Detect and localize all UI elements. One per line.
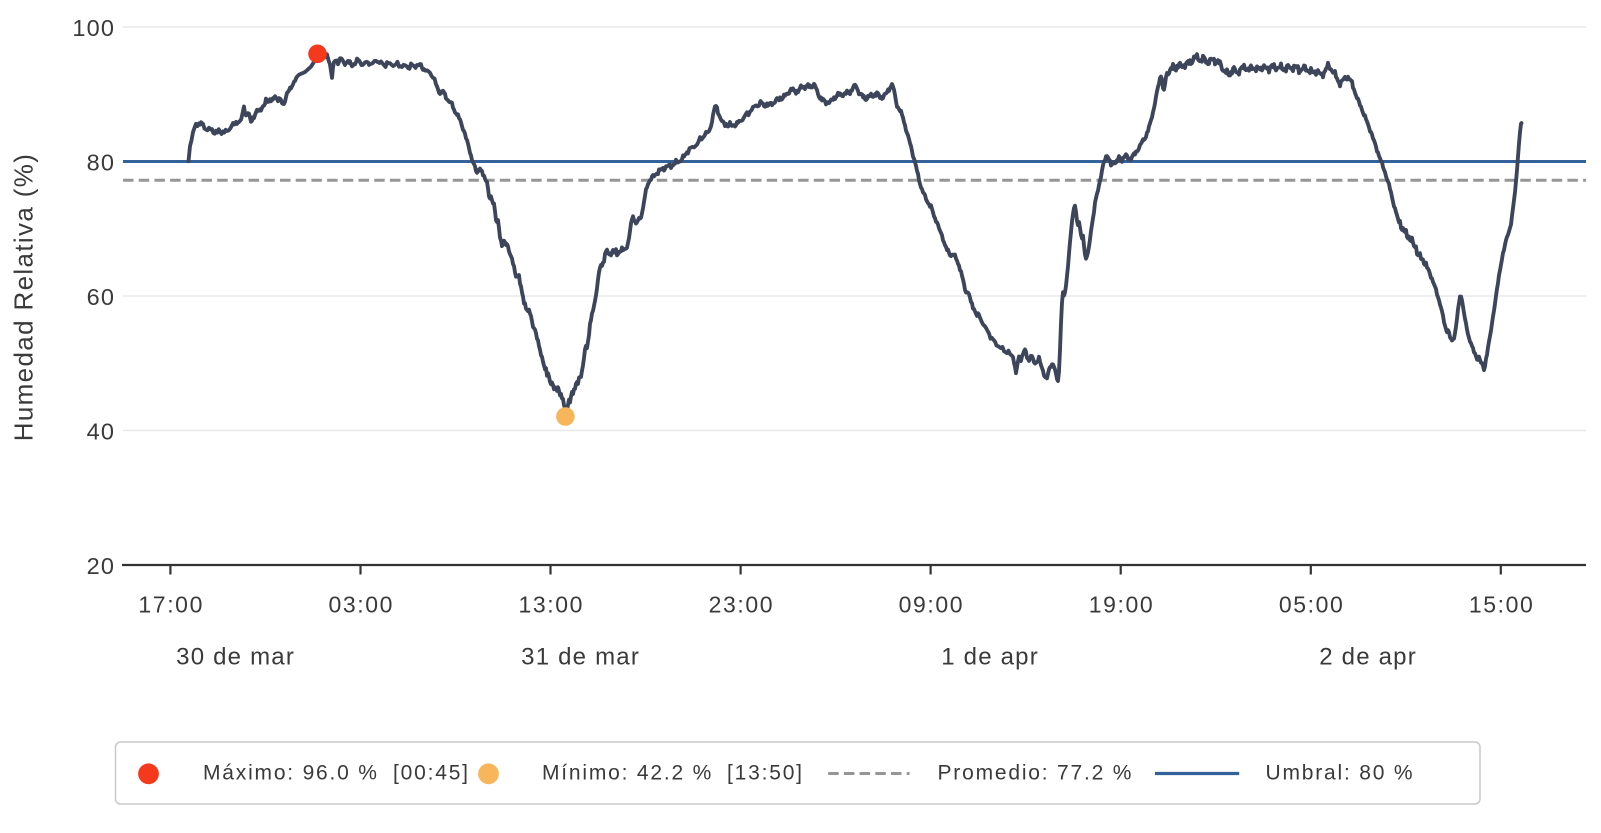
svg-text:Máximo: 96.0 %: Máximo: 96.0 % [203,762,379,785]
svg-text:Mínimo: 42.2 %: Mínimo: 42.2 % [542,762,713,785]
svg-text:17:00: 17:00 [138,592,204,618]
svg-text:2 de apr: 2 de apr [1319,644,1417,671]
svg-text:03:00: 03:00 [329,592,395,618]
svg-text:15:00: 15:00 [1469,592,1535,618]
svg-text:[13:50]: [13:50] [727,762,804,785]
svg-text:20: 20 [87,553,116,579]
svg-text:Umbral: 80 %: Umbral: 80 % [1266,762,1415,785]
svg-text:23:00: 23:00 [709,592,775,618]
svg-text:05:00: 05:00 [1279,592,1345,618]
svg-text:40: 40 [87,419,116,445]
svg-text:60: 60 [87,284,116,310]
svg-text:30 de mar: 30 de mar [176,644,295,671]
svg-text:13:00: 13:00 [519,592,585,618]
svg-text:Humedad Relativa (%): Humedad Relativa (%) [9,153,39,442]
svg-text:80: 80 [87,150,116,176]
svg-text:1 de apr: 1 de apr [941,644,1039,671]
svg-text:19:00: 19:00 [1089,592,1155,618]
svg-text:09:00: 09:00 [899,592,965,618]
svg-text:Promedio: 77.2 %: Promedio: 77.2 % [938,762,1134,785]
svg-text:31 de mar: 31 de mar [521,644,640,671]
svg-text:[00:45]: [00:45] [393,762,470,785]
svg-text:100: 100 [72,15,115,41]
